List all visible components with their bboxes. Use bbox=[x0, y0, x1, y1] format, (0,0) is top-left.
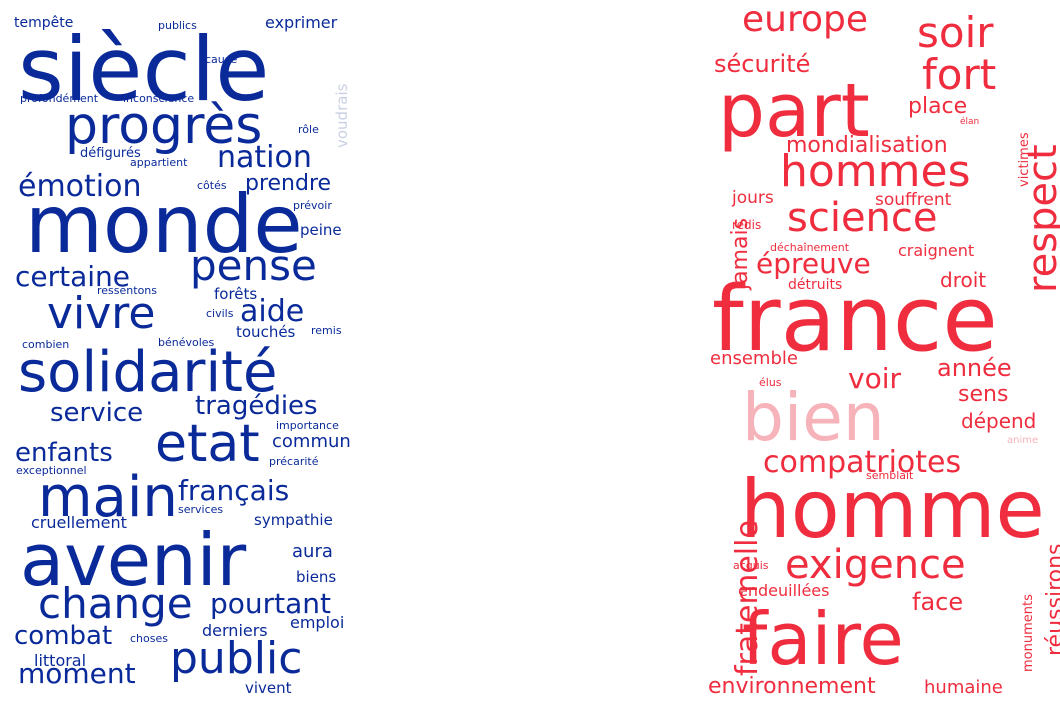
word: civils bbox=[206, 307, 234, 320]
word: souffrent bbox=[875, 190, 952, 210]
word: cause bbox=[205, 53, 238, 66]
word: dépend bbox=[961, 409, 1037, 433]
word: exceptionnel bbox=[16, 464, 87, 477]
word: côtés bbox=[197, 179, 227, 192]
word: sympathie bbox=[254, 511, 333, 529]
word: face bbox=[912, 588, 964, 616]
word: main bbox=[38, 465, 178, 530]
word: tempête bbox=[14, 15, 74, 31]
word: français bbox=[178, 474, 290, 507]
word: emploi bbox=[290, 613, 345, 632]
word: année bbox=[937, 354, 1012, 382]
word: inconscience bbox=[123, 92, 195, 105]
word: vivent bbox=[245, 679, 292, 697]
word: commun bbox=[272, 431, 351, 452]
word: profondément bbox=[20, 92, 99, 105]
word: service bbox=[50, 398, 144, 428]
word: semblait bbox=[866, 469, 914, 482]
word: détruits bbox=[788, 277, 843, 293]
word: défigurés bbox=[80, 146, 141, 161]
word: voir bbox=[848, 362, 901, 395]
word: fort bbox=[922, 50, 997, 99]
word: monuments bbox=[1021, 594, 1036, 672]
word: rôle bbox=[298, 123, 319, 136]
word: appartient bbox=[130, 156, 188, 169]
word: redis bbox=[732, 218, 762, 232]
word: craignent bbox=[898, 241, 975, 260]
word: moment bbox=[18, 657, 136, 690]
word: réussirons bbox=[1043, 543, 1060, 656]
word: élan bbox=[960, 117, 980, 127]
word: déchaînement bbox=[770, 241, 850, 254]
word: bien bbox=[742, 379, 885, 456]
word: monde bbox=[25, 178, 303, 271]
word: part bbox=[718, 68, 870, 154]
word: europe bbox=[742, 0, 868, 40]
word: touchés bbox=[236, 323, 296, 341]
word: exigence bbox=[785, 542, 966, 588]
word: sécurité bbox=[714, 50, 811, 78]
word: bénévoles bbox=[158, 336, 215, 349]
word: place bbox=[908, 94, 968, 119]
word: littoral bbox=[34, 651, 87, 670]
word: avenir bbox=[20, 518, 247, 602]
word: soir bbox=[917, 8, 994, 57]
word: combien bbox=[22, 338, 70, 351]
word: tragédies bbox=[195, 391, 318, 421]
word: services bbox=[178, 503, 224, 516]
word: forêts bbox=[214, 285, 258, 303]
word: mondialisation bbox=[786, 133, 948, 158]
word: exprimer bbox=[265, 13, 338, 32]
word: aura bbox=[292, 541, 333, 562]
word: choses bbox=[130, 632, 168, 645]
word: prévoir bbox=[293, 199, 332, 212]
word: émotion bbox=[18, 169, 142, 204]
word: respect bbox=[1020, 144, 1060, 293]
word: hommes bbox=[780, 146, 971, 197]
word: france bbox=[712, 267, 998, 372]
word: public bbox=[170, 633, 303, 684]
word: combat bbox=[14, 621, 113, 651]
word: acquis bbox=[733, 559, 769, 572]
word: derniers bbox=[202, 621, 268, 640]
word: environnement bbox=[708, 674, 876, 699]
word: ressentons bbox=[97, 284, 157, 297]
word: sens bbox=[958, 382, 1009, 407]
word: anime bbox=[1007, 435, 1039, 446]
word: biens bbox=[296, 568, 337, 586]
word: prendre bbox=[245, 171, 332, 196]
word: pourtant bbox=[210, 587, 332, 620]
word: humaine bbox=[924, 677, 1003, 698]
word: compatriotes bbox=[763, 445, 962, 480]
word: remis bbox=[311, 324, 342, 337]
word: vivre bbox=[47, 288, 156, 339]
word: solidarité bbox=[18, 340, 278, 405]
word: homme bbox=[740, 463, 1045, 556]
word: etat bbox=[155, 414, 260, 474]
word: élus bbox=[759, 376, 782, 389]
word: voudrais bbox=[333, 83, 351, 148]
word: science bbox=[787, 195, 938, 241]
word: pense bbox=[190, 241, 317, 290]
word: nation bbox=[217, 140, 312, 175]
word: épreuve bbox=[756, 247, 871, 280]
word: faire bbox=[742, 597, 904, 681]
word: change bbox=[38, 579, 193, 628]
word: enfants bbox=[15, 438, 113, 468]
word: publics bbox=[158, 19, 197, 32]
word: endeuillées bbox=[738, 581, 830, 600]
word: aide bbox=[240, 294, 305, 329]
word: droit bbox=[940, 268, 987, 292]
word: siècle bbox=[18, 18, 270, 121]
word: cruellement bbox=[31, 513, 127, 532]
word: ensemble bbox=[710, 348, 798, 369]
word: importance bbox=[276, 419, 339, 432]
word: peine bbox=[300, 221, 342, 239]
word: précarité bbox=[269, 455, 319, 468]
word: certaine bbox=[15, 260, 131, 293]
word: jours bbox=[732, 188, 774, 208]
word: progrès bbox=[65, 96, 263, 156]
word-cloud-left: tempête publics exprimer siècle cause voudrai… bbox=[0, 0, 370, 713]
word-cloud-right: europe soir sécurité fort part place élan victi… bbox=[690, 0, 1060, 713]
